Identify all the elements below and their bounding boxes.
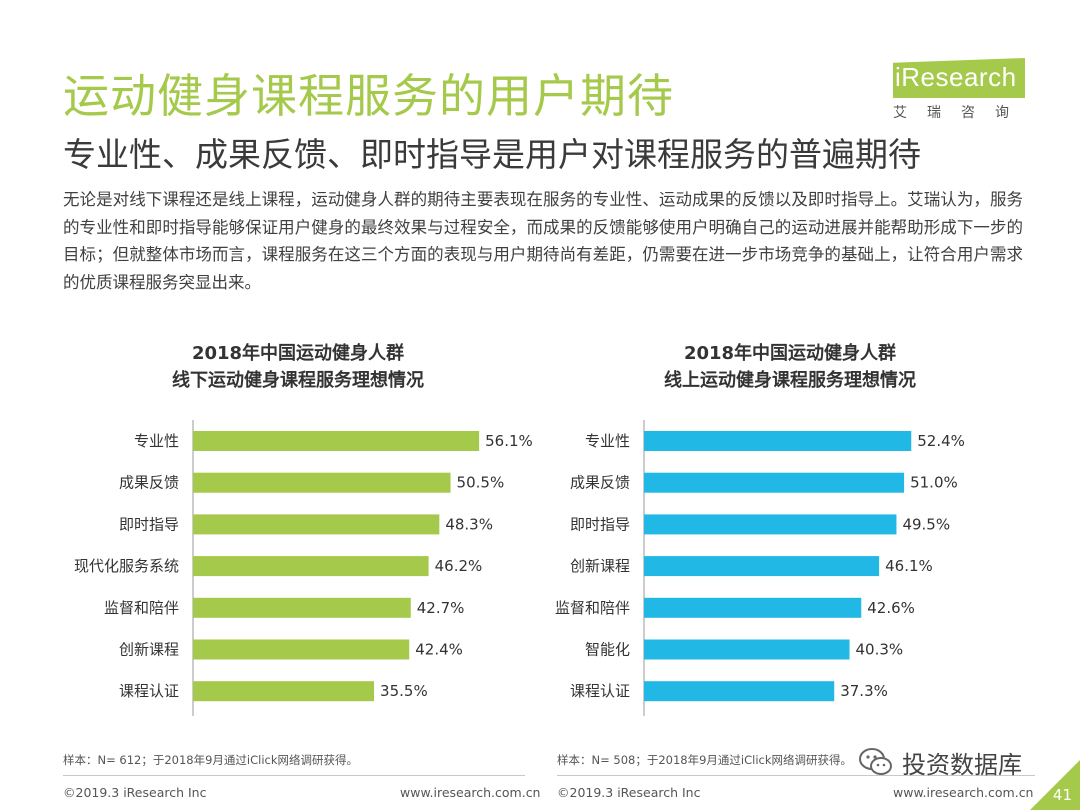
footer-divider-right	[557, 775, 1035, 776]
chart-right-title-line2: 线上运动健身课程服务理想情况	[664, 370, 916, 391]
footer-copyright-left: ©2019.3 iResearch Inc	[63, 785, 207, 800]
offline-value-label-0: 56.1%	[485, 432, 533, 450]
online-category-label-3: 创新课程	[570, 557, 630, 575]
footer-url-left[interactable]: www.iresearch.com.cn	[400, 785, 541, 800]
chart-right-title-line1: 2018年中国运动健身人群	[683, 343, 897, 364]
page-number: 41	[1052, 786, 1072, 804]
offline-bar-5	[193, 639, 410, 660]
online-value-label-1: 51.0%	[910, 474, 958, 492]
offline-bar-1	[193, 472, 451, 493]
offline-category-label-4: 监督和陪伴	[104, 599, 179, 617]
online-category-label-2: 即时指导	[570, 515, 630, 533]
online-value-label-2: 49.5%	[902, 515, 950, 533]
online-bar-1	[644, 472, 905, 493]
online-bar-0	[644, 431, 912, 451]
offline-category-label-5: 创新课程	[119, 641, 179, 659]
chart-left-offline: 专业性 56.1% 成果反馈 50.5% 即时指导 48.3% 现代化服务系统 46.2% 监督…	[74, 420, 533, 716]
offline-value-label-2: 48.3%	[445, 515, 493, 533]
chart-right-online: 专业性 52.4% 成果反馈 51.0% 即时指导 49.5% 创新课程 46.1% 监督和陪伴…	[555, 420, 965, 716]
chart-left-title-line2: 线下运动健身课程服务理想情况	[172, 370, 424, 391]
offline-category-label-6: 课程认证	[119, 682, 179, 700]
footer-divider-left	[63, 775, 525, 776]
offline-category-label-2: 即时指导	[119, 515, 179, 533]
offline-bar-6	[193, 681, 375, 702]
online-bar-3	[644, 556, 880, 577]
offline-category-label-3: 现代化服务系统	[74, 557, 179, 575]
offline-bar-0	[193, 431, 480, 451]
footer-copyright-right: ©2019.3 iResearch Inc	[557, 785, 701, 800]
online-value-label-3: 46.1%	[885, 557, 933, 575]
offline-value-label-6: 35.5%	[380, 682, 428, 700]
page-title: 运动健身课程服务的用户期待	[63, 69, 674, 123]
watermark: 投资数据库	[858, 745, 1022, 779]
offline-category-label-1: 成果反馈	[119, 474, 179, 492]
online-category-label-0: 专业性	[585, 432, 630, 450]
body-paragraph: 无论是对线下课程还是线上课程，运动健身人群的期待主要表现在服务的专业性、运动成果…	[63, 190, 1023, 292]
offline-value-label-3: 46.2%	[435, 557, 483, 575]
online-bar-5	[644, 639, 850, 660]
chart-left-title: 2018年中国运动健身人群 线下运动健身课程服务理想情况	[148, 340, 448, 394]
offline-value-label-4: 42.7%	[417, 599, 465, 617]
online-value-label-0: 52.4%	[917, 432, 965, 450]
logo-text: iResearch	[895, 62, 1017, 92]
online-value-label-6: 37.3%	[840, 682, 888, 700]
online-bar-6	[644, 681, 835, 702]
chart-left-title-line1: 2018年中国运动健身人群	[191, 343, 405, 364]
online-bar-2	[644, 514, 897, 535]
offline-value-label-5: 42.4%	[415, 641, 463, 659]
chart-right-note: 样本：N= 508；于2018年9月通过iClick网络调研获得。	[557, 753, 853, 767]
offline-bar-2	[193, 514, 440, 535]
footer-url-right[interactable]: www.iresearch.com.cn	[893, 785, 1034, 800]
logo-chinese-name: 艾瑞咨询	[893, 105, 1029, 121]
offline-value-label-1: 50.5%	[457, 474, 505, 492]
online-category-label-6: 课程认证	[570, 682, 630, 700]
iresearch-logo: iResearch 艾瑞咨询	[893, 58, 1033, 124]
online-value-label-4: 42.6%	[867, 599, 915, 617]
online-category-label-4: 监督和陪伴	[555, 599, 630, 617]
offline-bar-4	[193, 597, 411, 618]
offline-bar-3	[193, 556, 429, 577]
chart-right-title: 2018年中国运动健身人群 线上运动健身课程服务理想情况	[640, 340, 940, 394]
online-bar-4	[644, 597, 862, 618]
wechat-icon	[859, 748, 892, 775]
offline-category-label-0: 专业性	[134, 432, 179, 450]
watermark-text: 投资数据库	[902, 750, 1022, 779]
chart-left-note: 样本：N= 612；于2018年9月通过iClick网络调研获得。	[63, 753, 359, 767]
online-category-label-5: 智能化	[585, 641, 630, 659]
page-subtitle: 专业性、成果反馈、即时指导是用户对课程服务的普遍期待	[63, 135, 921, 174]
logo-banner	[893, 58, 1025, 98]
online-value-label-5: 40.3%	[856, 641, 904, 659]
online-category-label-1: 成果反馈	[570, 474, 630, 492]
